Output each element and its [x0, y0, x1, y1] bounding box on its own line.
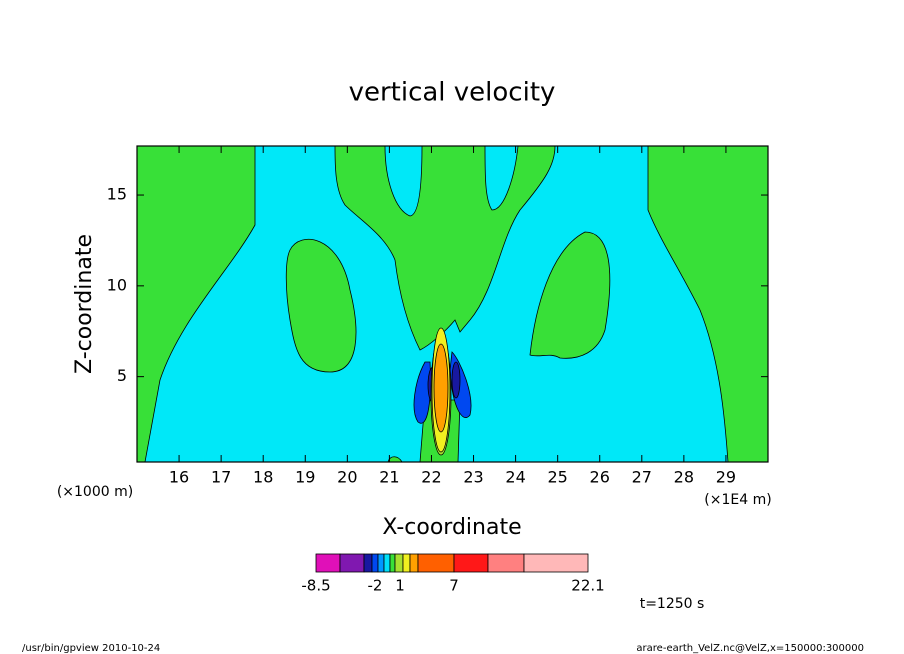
x-tick-label: 17 — [211, 468, 231, 487]
x-tick-label: 26 — [590, 468, 610, 487]
colorbar-swatch — [389, 553, 396, 573]
green-region — [529, 231, 611, 359]
footer-left: /usr/bin/gpview 2010-10-24 — [22, 643, 160, 654]
x-tick-label: 24 — [505, 468, 525, 487]
x-tick-label: 21 — [379, 468, 399, 487]
colorbar-swatch — [523, 553, 589, 573]
x-tick-label: 18 — [253, 468, 273, 487]
green-region — [136, 145, 256, 463]
updraft-core — [433, 343, 449, 433]
footer-right: arare-earth_VelZ.nc@VelZ,x=150000:300000 — [636, 643, 864, 654]
colorbar-swatch — [377, 553, 385, 573]
y-tick-label: 15 — [107, 185, 127, 204]
y-axis-label: Z-coordinate — [72, 234, 97, 374]
x-tick-label: 27 — [632, 468, 652, 487]
contour-field — [136, 145, 769, 463]
colorbar-label: -8.5 — [301, 577, 330, 595]
x-tick-label: 23 — [463, 468, 483, 487]
x-tick-label: 29 — [716, 468, 736, 487]
x-tick-label: 20 — [337, 468, 357, 487]
colorbar-swatch — [383, 553, 391, 573]
colorbar-swatch — [339, 553, 365, 573]
colorbar-swatch — [315, 553, 341, 573]
cyan-region — [484, 145, 519, 211]
x-tick-label: 22 — [421, 468, 441, 487]
x-tick-label: 25 — [547, 468, 567, 487]
y-tick-label: 5 — [117, 366, 127, 385]
colorbar-label: 7 — [449, 577, 459, 595]
colorbar-swatch — [402, 553, 411, 573]
y-tick-label: 10 — [107, 275, 127, 294]
colorbar-label: 1 — [395, 577, 405, 595]
colorbar-swatch — [453, 553, 489, 573]
time-label: t=1250 s — [640, 596, 705, 612]
x-axis-label: X-coordinate — [382, 515, 521, 540]
colorbar-label: 22.1 — [571, 577, 604, 595]
colorbar-swatch — [371, 553, 379, 573]
colorbar-swatch — [363, 553, 373, 573]
x-tick-label: 19 — [295, 468, 315, 487]
x-tick-label: 16 — [169, 468, 189, 487]
colorbar-swatch — [487, 553, 525, 573]
cyan-region — [384, 145, 423, 217]
green-region — [647, 145, 769, 463]
plot-frame — [136, 145, 769, 463]
colorbar-swatch — [417, 553, 455, 573]
x-tick-label: 28 — [674, 468, 694, 487]
colorbar-label: -2 — [368, 577, 383, 595]
colorbar-swatch — [394, 553, 404, 573]
downdraft-core — [451, 361, 461, 399]
green-region — [285, 238, 357, 373]
chart-title: vertical velocity — [349, 78, 556, 108]
x-unit-note: (×1E4 m) — [704, 492, 771, 508]
y-unit-note: (×1000 m) — [57, 484, 133, 500]
colorbar-swatch — [409, 553, 419, 573]
